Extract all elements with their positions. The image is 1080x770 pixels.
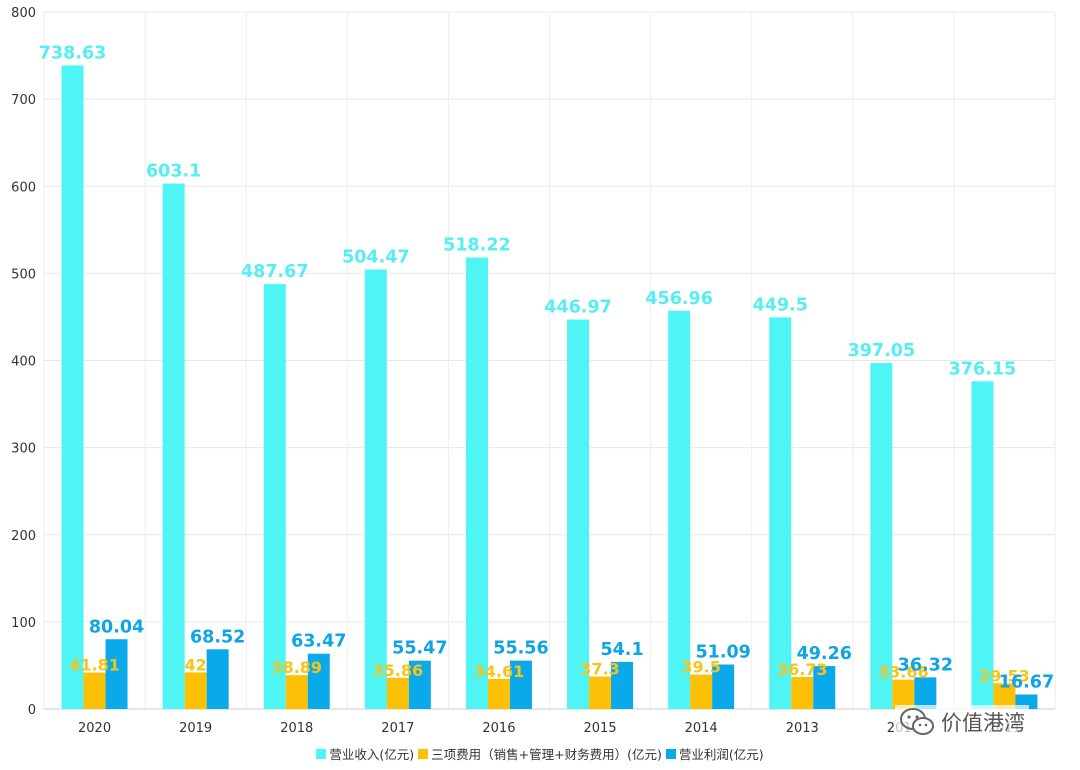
data-label: 63.47	[291, 632, 346, 652]
data-label: 29.53	[979, 666, 1030, 685]
data-label: 36.73	[777, 660, 828, 679]
data-label: 80.04	[89, 617, 144, 637]
x-axis-ticks: 2020201920182017201620152014201320122011	[78, 721, 1021, 736]
y-tick-label: 500	[11, 267, 36, 282]
bar	[668, 310, 691, 709]
x-tick-label: 2020	[78, 721, 111, 736]
bar	[408, 660, 431, 709]
y-tick-label: 0	[28, 703, 36, 718]
y-tick-label: 700	[11, 93, 36, 108]
bars	[61, 65, 1038, 709]
data-label: 376.15	[949, 359, 1017, 379]
bar	[61, 65, 84, 709]
bar-chart: 0 100 200 300 400 500 600 700 800 2020 2019 2018 20…	[11, 6, 1056, 736]
bar	[509, 660, 532, 709]
bar	[971, 381, 994, 709]
y-tick-label: 400	[11, 355, 36, 370]
x-tick-label: 2018	[280, 721, 313, 736]
bar	[184, 672, 207, 709]
data-label: 37.3	[580, 660, 619, 679]
bar	[83, 672, 106, 709]
legend: 营业收入(亿元) 三项费用（销售+管理+财务费用）(亿元) 营业利润(亿元)	[0, 744, 1080, 763]
data-label: 55.47	[392, 639, 447, 659]
data-label: 738.63	[39, 43, 107, 63]
data-label: 55.56	[493, 639, 548, 659]
data-label: 33.66	[878, 663, 929, 682]
legend-swatch-profit	[665, 748, 676, 759]
bar	[892, 679, 915, 709]
bar	[589, 676, 612, 709]
data-labels: 738.63 603.1 487.67 504.47 518.22 446.97 456.9…	[39, 43, 1054, 692]
y-axis-ticks: 0 100 200 300 400 500 600 700 800	[11, 6, 36, 718]
x-tick-label: 2014	[685, 721, 718, 736]
bar	[914, 677, 937, 709]
watermark: 价值港湾	[895, 705, 1029, 739]
bar	[162, 183, 185, 709]
bar	[791, 676, 814, 709]
bar	[307, 653, 330, 709]
data-label: 41.81	[69, 656, 120, 675]
legend-label-expenses: 三项费用（销售+管理+财务费用）(亿元)	[431, 747, 662, 762]
bar	[993, 683, 1016, 709]
data-label: 51.09	[695, 642, 750, 662]
watermark-text: 价值港湾	[941, 711, 1025, 735]
data-label: 35.86	[373, 661, 424, 680]
data-label: 16.67	[999, 672, 1054, 692]
data-label: 397.05	[848, 341, 916, 361]
data-label: 603.1	[146, 162, 201, 182]
x-tick-label: 2013	[786, 721, 819, 736]
legend-item-profit[interactable]: 营业利润(亿元)	[665, 744, 764, 763]
x-tick-label: 2016	[482, 721, 515, 736]
wechat-icon	[900, 708, 934, 735]
bar	[364, 269, 387, 709]
bar	[769, 317, 792, 709]
bar	[611, 661, 634, 709]
bar	[206, 649, 229, 709]
bar	[263, 284, 286, 709]
data-label: 36.32	[898, 655, 953, 675]
y-tick-label: 200	[11, 529, 36, 544]
legend-label-revenue: 营业收入(亿元)	[329, 747, 415, 762]
data-label: 39.5	[681, 658, 720, 677]
legend-swatch-revenue	[316, 748, 327, 759]
data-label: 446.97	[544, 298, 612, 318]
bar	[465, 257, 488, 709]
data-label: 504.47	[342, 247, 410, 267]
y-tick-label: 800	[11, 6, 36, 21]
y-tick-label: 100	[11, 616, 36, 631]
x-tick-label: 2017	[381, 721, 414, 736]
data-label: 34.61	[474, 662, 525, 681]
bar	[712, 664, 735, 709]
legend-swatch-expenses	[418, 748, 429, 759]
y-tick-label: 600	[11, 180, 36, 195]
bar	[105, 639, 128, 709]
data-label: 518.22	[443, 236, 511, 256]
grid-lines	[43, 11, 1056, 710]
x-tick-label: 2019	[179, 721, 212, 736]
bar	[870, 363, 893, 709]
bar	[813, 666, 836, 709]
data-label: 449.5	[753, 295, 808, 315]
legend-item-expenses[interactable]: 三项费用（销售+管理+财务费用）(亿元)	[418, 744, 662, 763]
data-label: 38.89	[271, 658, 322, 677]
data-label: 42	[185, 655, 207, 674]
legend-label-profit: 营业利润(亿元)	[678, 747, 764, 762]
bar	[567, 319, 590, 709]
legend-item-revenue[interactable]: 营业收入(亿元)	[316, 744, 414, 763]
data-label: 487.67	[241, 262, 309, 282]
x-tick-label: 2015	[584, 721, 617, 736]
bar	[487, 678, 510, 709]
data-label: 49.26	[797, 644, 852, 664]
y-tick-label: 300	[11, 442, 36, 457]
data-label: 68.52	[190, 627, 245, 647]
bar	[386, 677, 409, 709]
data-label: 54.1	[600, 640, 643, 660]
data-label: 456.96	[645, 289, 713, 309]
bar	[285, 675, 308, 709]
bar	[690, 674, 713, 709]
